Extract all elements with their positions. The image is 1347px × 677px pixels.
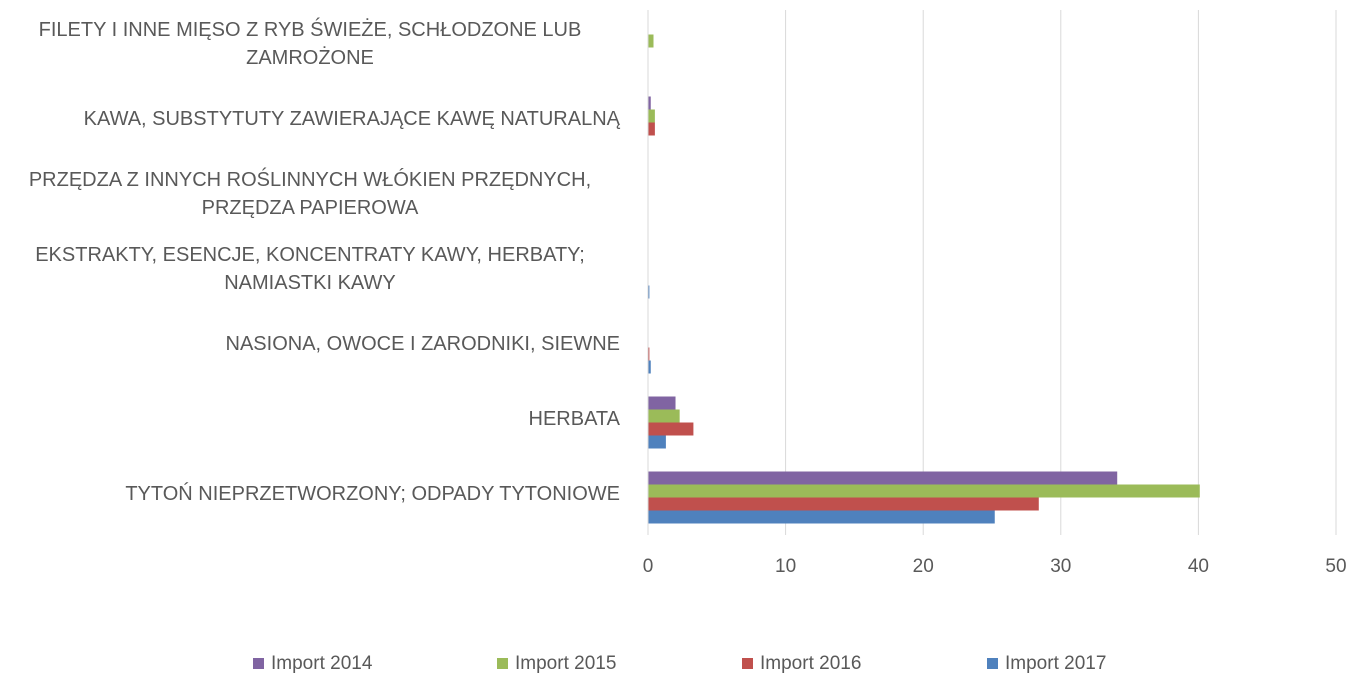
category-label-box: FILETY I INNE MIĘSO Z RYB ŚWIEŻE, SCHŁOD… bbox=[0, 16, 620, 72]
x-tick-label: 50 bbox=[1325, 556, 1346, 577]
bar bbox=[648, 422, 694, 436]
bar bbox=[648, 396, 676, 410]
legend-swatch bbox=[497, 658, 508, 669]
category-label-box: TYTOŃ NIEPRZETWORZONY; ODPADY TYTONIOWE bbox=[0, 480, 620, 508]
bar bbox=[648, 510, 995, 524]
category-label-box: EKSTRAKTY, ESENCJE, KONCENTRATY KAWY, HE… bbox=[0, 241, 620, 297]
category-label-box: PRZĘDZA Z INNYCH ROŚLINNYCH WŁÓKIEN PRZĘ… bbox=[0, 166, 620, 222]
x-tick-label: 0 bbox=[643, 556, 654, 577]
legend-swatch bbox=[253, 658, 264, 669]
bar bbox=[648, 471, 1118, 485]
bar bbox=[648, 285, 650, 299]
legend-label: Import 2014 bbox=[271, 653, 373, 674]
bar bbox=[648, 96, 651, 110]
y-tick-label: KAWA, SUBSTYTUTY ZAWIERAJĄCE KAWĘ NATURA… bbox=[83, 107, 620, 130]
category-label-box: KAWA, SUBSTYTUTY ZAWIERAJĄCE KAWĘ NATURA… bbox=[0, 105, 620, 133]
bar bbox=[648, 109, 655, 123]
y-tick-label: TYTOŃ NIEPRZETWORZONY; ODPADY TYTONIOWE bbox=[125, 482, 620, 505]
legend-label: Import 2015 bbox=[515, 653, 616, 674]
category-label-box: NASIONA, OWOCE I ZARODNIKI, SIEWNE bbox=[0, 330, 620, 358]
x-tick-label: 30 bbox=[1050, 556, 1071, 577]
bar bbox=[648, 360, 651, 374]
bar bbox=[648, 409, 680, 423]
legend-swatch bbox=[987, 658, 998, 669]
legend-label: Import 2017 bbox=[1005, 653, 1106, 674]
x-tick-label: 40 bbox=[1188, 556, 1209, 577]
category-label-box: HERBATA bbox=[0, 405, 621, 433]
y-tick-label: FILETY I INNE MIĘSO Z RYB ŚWIEŻE, SCHŁOD… bbox=[38, 18, 582, 69]
bar bbox=[648, 347, 650, 361]
y-tick-label: HERBATA bbox=[528, 407, 621, 430]
bar bbox=[648, 34, 654, 48]
bar bbox=[648, 435, 666, 449]
bar bbox=[648, 497, 1039, 511]
legend-label: Import 2016 bbox=[760, 653, 861, 674]
y-tick-label: PRZĘDZA Z INNYCH ROŚLINNYCH WŁÓKIEN PRZĘ… bbox=[28, 168, 592, 219]
x-tick-label: 10 bbox=[775, 556, 796, 577]
bar bbox=[648, 484, 1200, 498]
x-tick-label: 20 bbox=[913, 556, 934, 577]
y-tick-label: EKSTRAKTY, ESENCJE, KONCENTRATY KAWY, HE… bbox=[35, 243, 585, 294]
legend-swatch bbox=[742, 658, 753, 669]
y-tick-label: NASIONA, OWOCE I ZARODNIKI, SIEWNE bbox=[225, 332, 620, 355]
bar bbox=[648, 122, 655, 136]
